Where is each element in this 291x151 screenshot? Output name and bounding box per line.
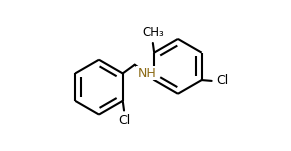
Text: CH₃: CH₃ [142, 26, 164, 39]
Text: Cl: Cl [118, 114, 130, 127]
Text: NH: NH [137, 66, 156, 80]
Text: Cl: Cl [217, 74, 229, 87]
